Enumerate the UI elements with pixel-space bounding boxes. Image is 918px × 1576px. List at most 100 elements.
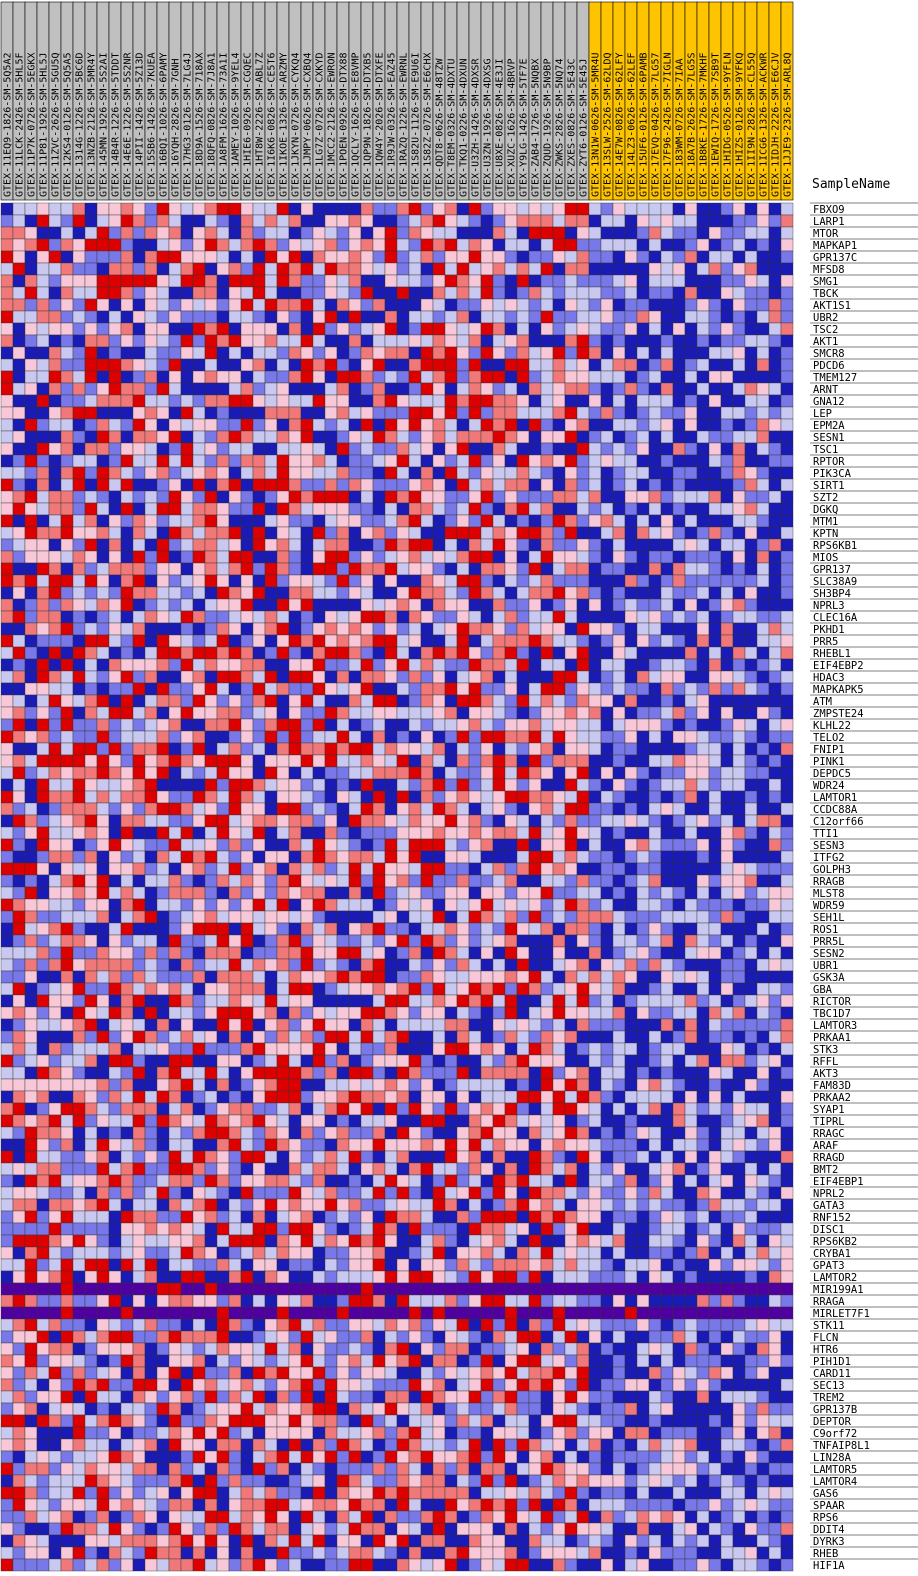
heatmap-cell — [0, 1030, 14, 1044]
heatmap-cell — [612, 262, 626, 276]
heatmap-cell — [204, 214, 218, 228]
heatmap-cell — [456, 298, 470, 312]
heatmap-cell — [540, 658, 554, 672]
heatmap-cell — [468, 358, 482, 372]
heatmap-cell — [24, 802, 38, 816]
heatmap-cell — [252, 298, 266, 312]
heatmap-cell — [456, 490, 470, 504]
heatmap-cell — [36, 322, 50, 336]
heatmap-cell — [504, 766, 518, 780]
heatmap-cell — [168, 454, 182, 468]
heatmap-cell — [240, 550, 254, 564]
heatmap-cell — [564, 574, 578, 588]
heatmap-cell — [360, 466, 374, 480]
heatmap-cell — [216, 1054, 230, 1068]
heatmap-cell — [360, 214, 374, 228]
heatmap-cell — [288, 370, 302, 384]
heatmap-cell — [612, 298, 626, 312]
heatmap-cell — [252, 958, 266, 972]
heatmap-cell — [360, 694, 374, 708]
heatmap-cell — [240, 838, 254, 852]
heatmap-cell — [444, 922, 458, 936]
heatmap-cell — [132, 310, 146, 324]
heatmap-cell — [84, 346, 98, 360]
heatmap-cell — [144, 994, 158, 1008]
heatmap-cell — [420, 682, 434, 696]
heatmap-cell — [72, 754, 86, 768]
heatmap-cell — [72, 838, 86, 852]
heatmap-cell — [120, 286, 134, 300]
heatmap-cell — [12, 958, 26, 972]
heatmap-cell — [684, 298, 698, 312]
heatmap-cell — [72, 922, 86, 936]
heatmap-cell — [420, 658, 434, 672]
heatmap-cell — [732, 466, 746, 480]
heatmap-cell — [660, 994, 674, 1008]
heatmap-cell — [216, 538, 230, 552]
heatmap-cell — [252, 382, 266, 396]
heatmap-cell — [108, 454, 122, 468]
heatmap-cell — [168, 466, 182, 480]
heatmap-cell — [192, 574, 206, 588]
heatmap-cell — [492, 454, 506, 468]
heatmap-cell — [540, 874, 554, 888]
heatmap-cell — [564, 346, 578, 360]
heatmap-cell — [264, 658, 278, 672]
heatmap-cell — [780, 226, 794, 240]
heatmap-cell — [552, 514, 566, 528]
heatmap-cell — [696, 766, 710, 780]
heatmap-cell — [444, 598, 458, 612]
heatmap-cell — [72, 538, 86, 552]
heatmap-cell — [624, 562, 638, 576]
heatmap-cell — [228, 550, 242, 564]
heatmap-cell — [420, 1006, 434, 1020]
heatmap-cell — [300, 706, 314, 720]
heatmap-cell — [120, 574, 134, 588]
heatmap-cell — [168, 970, 182, 984]
heatmap-cell — [312, 826, 326, 840]
heatmap-cell — [120, 1006, 134, 1020]
heatmap-cell — [132, 538, 146, 552]
heatmap-cell — [288, 394, 302, 408]
heatmap-cell — [528, 298, 542, 312]
heatmap-cell — [516, 730, 530, 744]
heatmap-cell — [84, 430, 98, 444]
heatmap-cell — [156, 346, 170, 360]
heatmap-cell — [576, 454, 590, 468]
heatmap-cell — [600, 790, 614, 804]
heatmap-cell — [108, 286, 122, 300]
heatmap-cell — [648, 754, 662, 768]
heatmap-cell — [576, 742, 590, 756]
heatmap-cell — [684, 574, 698, 588]
heatmap-cell — [0, 742, 14, 756]
heatmap-cell — [216, 1006, 230, 1020]
heatmap-cell — [600, 898, 614, 912]
heatmap-cell — [252, 622, 266, 636]
heatmap-cell — [408, 898, 422, 912]
heatmap-cell — [120, 466, 134, 480]
heatmap-cell — [288, 1042, 302, 1056]
heatmap-cell — [468, 994, 482, 1008]
heatmap-cell — [600, 394, 614, 408]
heatmap-cell — [672, 358, 686, 372]
heatmap-cell — [276, 838, 290, 852]
heatmap-cell — [336, 526, 350, 540]
heatmap-cell — [696, 490, 710, 504]
heatmap-cell — [204, 502, 218, 516]
heatmap-cell — [48, 622, 62, 636]
heatmap-cell — [180, 346, 194, 360]
heatmap-cell — [132, 802, 146, 816]
heatmap-cell — [432, 934, 446, 948]
heatmap-cell — [84, 658, 98, 672]
heatmap-cell — [540, 814, 554, 828]
heatmap-cell — [120, 886, 134, 900]
heatmap-cell — [672, 754, 686, 768]
heatmap-cell — [360, 934, 374, 948]
heatmap-cell — [528, 910, 542, 924]
heatmap-cell — [252, 562, 266, 576]
heatmap-cell — [348, 214, 362, 228]
heatmap-cell — [192, 1006, 206, 1020]
heatmap-cell — [24, 862, 38, 876]
heatmap-cell — [168, 262, 182, 276]
heatmap-cell — [480, 934, 494, 948]
